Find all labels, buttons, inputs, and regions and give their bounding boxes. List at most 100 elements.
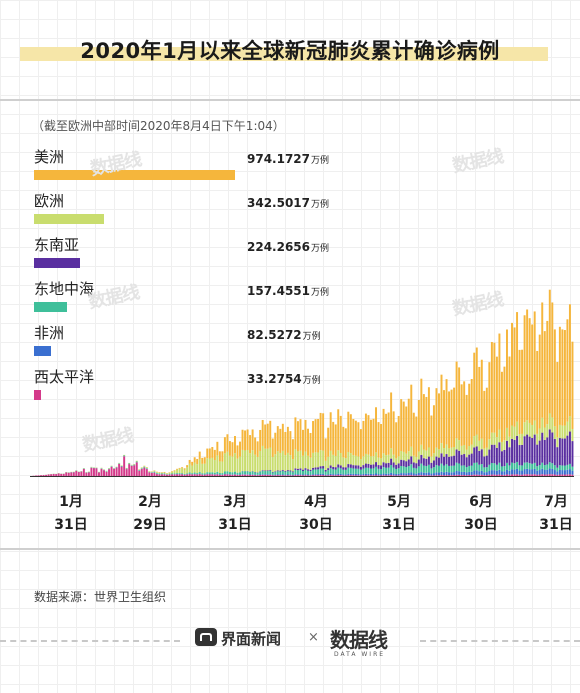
bar-segment [148,471,151,472]
bar-segment [206,448,209,459]
bar-segment [261,470,264,475]
bar-segment [380,475,383,476]
bar-segment [120,465,123,467]
watermark: 数据线 [450,288,505,321]
bar-segment [500,471,503,475]
bar-segment [359,429,362,460]
bar-segment [473,474,476,476]
bar-segment [188,472,191,474]
bar-segment [420,463,423,473]
bar-segment [186,465,189,468]
bar-segment [571,428,574,442]
bar-segment [556,467,559,472]
bar-segment [521,349,524,434]
bar-segment [440,453,443,464]
bar-segment [382,473,385,476]
legend-label: 西太平洋 [34,368,95,386]
bar-segment [251,429,254,451]
bar-segment [407,451,410,460]
bar-segment [130,464,133,466]
bar-segment [186,474,189,476]
bar-segment [181,467,184,469]
bar-segment [438,465,440,473]
bar-segment [183,473,186,475]
bar-segment [385,413,388,456]
bar-segment [551,417,554,433]
bar-segment [213,474,216,476]
bar-segment [266,470,269,472]
bar-segment [291,475,294,476]
bar-segment [42,475,45,476]
bar-segment [558,424,561,439]
legend-label: 东南亚 [34,236,80,254]
bar-segment [493,342,496,433]
bar-segment [425,450,428,459]
bar-segment [500,371,503,442]
bar-segment [198,472,201,474]
bar-segment [521,433,524,445]
bar-segment [528,469,531,475]
bar-segment [458,367,461,441]
bar-segment [553,426,556,440]
bar-segment [234,436,236,454]
bar-segment [364,463,367,468]
bar-segment [400,399,403,452]
bar-segment [417,475,420,476]
source-note: 数据来源：世界卫生组织 [34,590,167,604]
bar-segment [191,465,194,474]
bar-segment [302,455,304,470]
bar-segment [450,456,453,466]
bar-segment [289,455,292,471]
x-tick-label: 29日 [133,517,166,533]
bar-segment [427,475,430,476]
bar-segment [563,330,566,426]
bar-segment [460,471,463,476]
bar-segment [518,470,521,475]
bar-segment [239,441,241,457]
bar-segment [276,471,279,475]
bar-segment [67,472,70,476]
bar-segment [468,465,471,472]
bar-segment [98,472,100,476]
bar-segment [251,474,254,476]
bar-segment [402,466,405,474]
bar-segment [201,457,204,464]
bar-segment [465,467,468,473]
bar-segment [198,474,201,476]
bar-segment [319,468,322,474]
bar-segment [551,302,554,418]
bar-segment [417,466,420,473]
bar-segment [123,456,126,476]
bar-segment [218,451,221,462]
bar-segment [299,474,302,476]
bar-segment [256,441,259,457]
bar-segment [264,448,267,471]
bar-segment [503,440,506,450]
bar-segment [528,318,531,423]
bar-segment [463,471,466,475]
bar-segment [352,465,355,469]
bar-segment [145,468,148,469]
bar-segment [422,449,425,459]
bar-segment [367,473,370,476]
bar-segment [453,387,456,447]
bar-segment [427,464,430,473]
bar-segment [468,471,471,476]
bar-segment [372,456,375,465]
bar-segment [410,456,413,465]
bar-segment [208,474,211,476]
bar-segment [148,472,151,476]
bar-segment [490,444,493,463]
bar-segment [183,469,186,474]
bar-segment [440,471,443,476]
bar-segment [463,465,466,472]
bar-segment [558,474,561,476]
bar-segment [425,396,428,451]
bar-segment [191,473,194,475]
bar-segment [468,475,471,476]
bar-segment [349,464,352,468]
bar-segment [309,432,312,458]
bar-segment [445,464,448,472]
bar-segment [279,471,282,475]
bar-segment [332,475,335,476]
